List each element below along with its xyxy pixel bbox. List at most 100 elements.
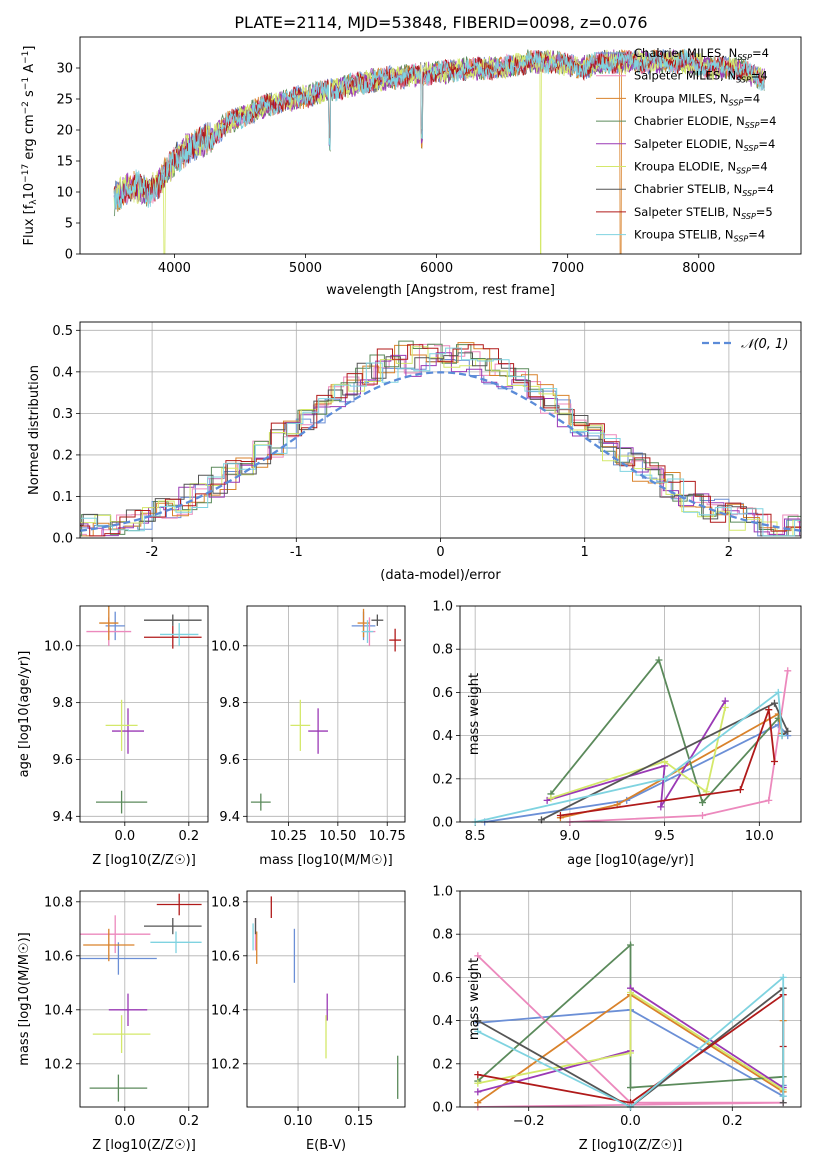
y-tick-label: 10.4 (211, 1003, 240, 1018)
y-tick-label: 0.0 (432, 816, 453, 831)
axes-frame (79, 36, 802, 255)
weight-marker (657, 803, 665, 811)
weight-marker (765, 796, 773, 804)
weight-marker (627, 1084, 634, 1092)
weight-marker (655, 656, 663, 664)
y-tick-label: 10.4 (44, 1003, 73, 1018)
normal-curve (80, 371, 801, 532)
legend-entry: Kroupa STELIB, NSSP=4 (634, 228, 765, 244)
x-tick-label: 2 (725, 545, 733, 560)
y-tick-label: 0.4 (432, 729, 453, 744)
y-axis-label: Flux [fλ10−17 erg cm−2 s−1 A−1] (21, 46, 39, 246)
weight-line-0 (484, 723, 789, 822)
y-tick-label: 9.8 (219, 696, 240, 711)
y-tick-label: 20 (56, 124, 73, 139)
y-tick-label: 0.6 (432, 971, 453, 986)
weight-marker (627, 941, 634, 949)
weight-marker (784, 667, 792, 675)
weight-marker (474, 1088, 482, 1096)
y-tick-label: 0 (65, 248, 73, 263)
weight-marker (721, 697, 729, 705)
x-tick-label: 9.5 (654, 829, 675, 844)
figure-title: PLATE=2114, MJD=53848, FIBERID=0098, z=0… (234, 13, 647, 32)
weight-marker (770, 758, 778, 766)
y-axis-label: mass [log10(M/M☉)] (17, 932, 32, 1065)
spectrum-8 (113, 48, 765, 210)
axes-frame (246, 890, 406, 1108)
legend-entry: Chabrier STELIB, NSSP=4 (634, 182, 774, 198)
x-axis-label: age [log10(age/yr)] (567, 853, 694, 868)
x-tick-label: 0.10 (284, 1114, 313, 1129)
y-tick-label: 0.0 (432, 1101, 453, 1116)
axes-frame (79, 321, 802, 539)
y-tick-label: 10.6 (211, 949, 240, 964)
x-tick-label: 7000 (551, 261, 584, 276)
mass-vs-ebv-axes: 0.10 0.15 10.2 10.4 10.6 10.8 E(B-V) (211, 890, 406, 1153)
x-tick-label: 1 (581, 545, 589, 560)
y-tick-label: 0.8 (432, 928, 453, 943)
y-tick-label: 10 (56, 186, 73, 201)
x-axis-label: E(B-V) (306, 1138, 346, 1153)
legend-entry: Chabrier MILES, NSSP=4 (634, 46, 769, 62)
y-tick-label: 10.0 (211, 639, 240, 654)
weight-marker (474, 1071, 482, 1079)
x-tick-label: -1 (290, 545, 303, 560)
y-tick-label: 10.8 (211, 895, 240, 910)
weight-marker (765, 706, 773, 714)
x-tick-label: 0.2 (178, 1114, 199, 1129)
y-tick-label: 9.6 (52, 753, 73, 768)
y-tick-label: 9.8 (52, 696, 73, 711)
y-tick-label: 0.0 (52, 532, 73, 547)
weight-marker (779, 1099, 787, 1107)
y-tick-label: 10.2 (211, 1057, 240, 1072)
x-tick-label: 0.0 (620, 1114, 641, 1129)
histogram-step-2 (80, 342, 801, 537)
x-tick-label: 4000 (158, 261, 191, 276)
y-tick-label: 10.8 (44, 895, 73, 910)
weight-marker (779, 973, 787, 981)
mass-vs-Z-axes: 0.0 0.2 10.2 10.4 10.6 10.8 Z [log10(Z/Z☉)] mas… (17, 890, 209, 1153)
y-tick-label: 0.3 (52, 407, 73, 422)
weight-marker (770, 699, 778, 707)
x-axis-label: (data-model)/error (380, 568, 501, 583)
weight-marker (774, 688, 782, 696)
histogram-step-4 (80, 352, 801, 537)
weight-marker (778, 732, 786, 740)
x-axis-label: wavelength [Angstrom, rest frame] (326, 283, 555, 298)
y-axis-label: age [log10(age/yr)] (17, 651, 32, 778)
histogram-step-7 (80, 344, 801, 537)
y-tick-label: 25 (56, 93, 73, 108)
weight-marker (721, 704, 729, 712)
histogram-step-1 (80, 343, 801, 537)
spectrum-axes: 4000 5000 6000 7000 8000 0 5 10 15 20 25 30 waveleng… (21, 36, 802, 298)
y-tick-label: 0.2 (52, 448, 73, 463)
y-tick-label: 0.4 (52, 365, 73, 380)
weight-marker (627, 1049, 634, 1057)
histogram-axes: -2 -1 0 1 2 0.0 0.1 0.2 0.3 0.4 0.5 (data-model)/er… (27, 321, 802, 583)
histogram-step-5 (80, 346, 801, 537)
weight-vs-age-axes: 8.5 9.0 9.5 10.0 0.0 0.2 0.4 0.6 0.8 1.0 age [log1… (432, 600, 802, 868)
weight-marker (627, 989, 634, 997)
weight-marker (698, 799, 706, 807)
axes-frame (79, 605, 209, 823)
x-axis-label: Z [log10(Z/Z☉)] (579, 1138, 683, 1153)
weight-marker (543, 796, 551, 804)
y-tick-label: 0.5 (52, 324, 73, 339)
x-tick-label: 0.0 (114, 1114, 135, 1129)
weight-marker (474, 1079, 482, 1087)
x-tick-label: 0.15 (344, 1114, 373, 1129)
x-tick-label: 10.0 (745, 829, 774, 844)
y-tick-label: 0.8 (432, 643, 453, 658)
x-tick-label: 10.75 (369, 829, 406, 844)
legend-entry: Salpeter MILES, NSSP=4 (634, 69, 768, 85)
axes-frame (246, 605, 406, 823)
y-tick-label: 0.1 (52, 490, 73, 505)
weight-marker (547, 794, 555, 802)
axes-frame (459, 890, 802, 1108)
y-tick-label: 10.2 (44, 1057, 73, 1072)
weight-line-7 (560, 709, 776, 817)
x-tick-label: 10.50 (319, 829, 356, 844)
x-tick-label: 8.5 (465, 829, 486, 844)
x-axis-label: Z [log10(Z/Z☉)] (92, 853, 196, 868)
